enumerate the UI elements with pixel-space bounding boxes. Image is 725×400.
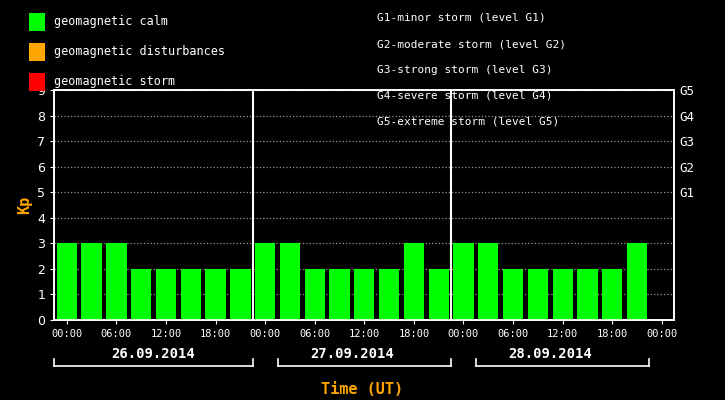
Bar [329, 269, 349, 320]
Text: geomagnetic storm: geomagnetic storm [54, 76, 175, 88]
Bar [255, 243, 276, 320]
Bar [230, 269, 251, 320]
Text: 27.09.2014: 27.09.2014 [310, 347, 394, 361]
Bar [503, 269, 523, 320]
Text: G5-extreme storm (level G5): G5-extreme storm (level G5) [377, 117, 559, 127]
Bar [106, 243, 127, 320]
Bar [354, 269, 375, 320]
Bar [205, 269, 225, 320]
Bar [379, 269, 399, 320]
Text: Time (UT): Time (UT) [321, 382, 404, 398]
Bar [627, 243, 647, 320]
Bar [478, 243, 499, 320]
Bar [156, 269, 176, 320]
Bar [404, 243, 424, 320]
Text: geomagnetic disturbances: geomagnetic disturbances [54, 46, 225, 58]
Text: 26.09.2014: 26.09.2014 [112, 347, 196, 361]
Text: geomagnetic calm: geomagnetic calm [54, 16, 168, 28]
Bar [304, 269, 325, 320]
Bar [602, 269, 623, 320]
Text: G2-moderate storm (level G2): G2-moderate storm (level G2) [377, 39, 566, 49]
Text: 28.09.2014: 28.09.2014 [508, 347, 592, 361]
Bar [131, 269, 152, 320]
Bar [528, 269, 548, 320]
Text: G1-minor storm (level G1): G1-minor storm (level G1) [377, 13, 546, 23]
Bar [428, 269, 449, 320]
Bar [280, 243, 300, 320]
Bar [552, 269, 573, 320]
Text: G4-severe storm (level G4): G4-severe storm (level G4) [377, 91, 552, 101]
Bar [453, 243, 473, 320]
Text: G3-strong storm (level G3): G3-strong storm (level G3) [377, 65, 552, 75]
Bar [57, 243, 77, 320]
Bar [577, 269, 597, 320]
Bar [81, 243, 102, 320]
Y-axis label: Kp: Kp [17, 196, 32, 214]
Bar [181, 269, 201, 320]
